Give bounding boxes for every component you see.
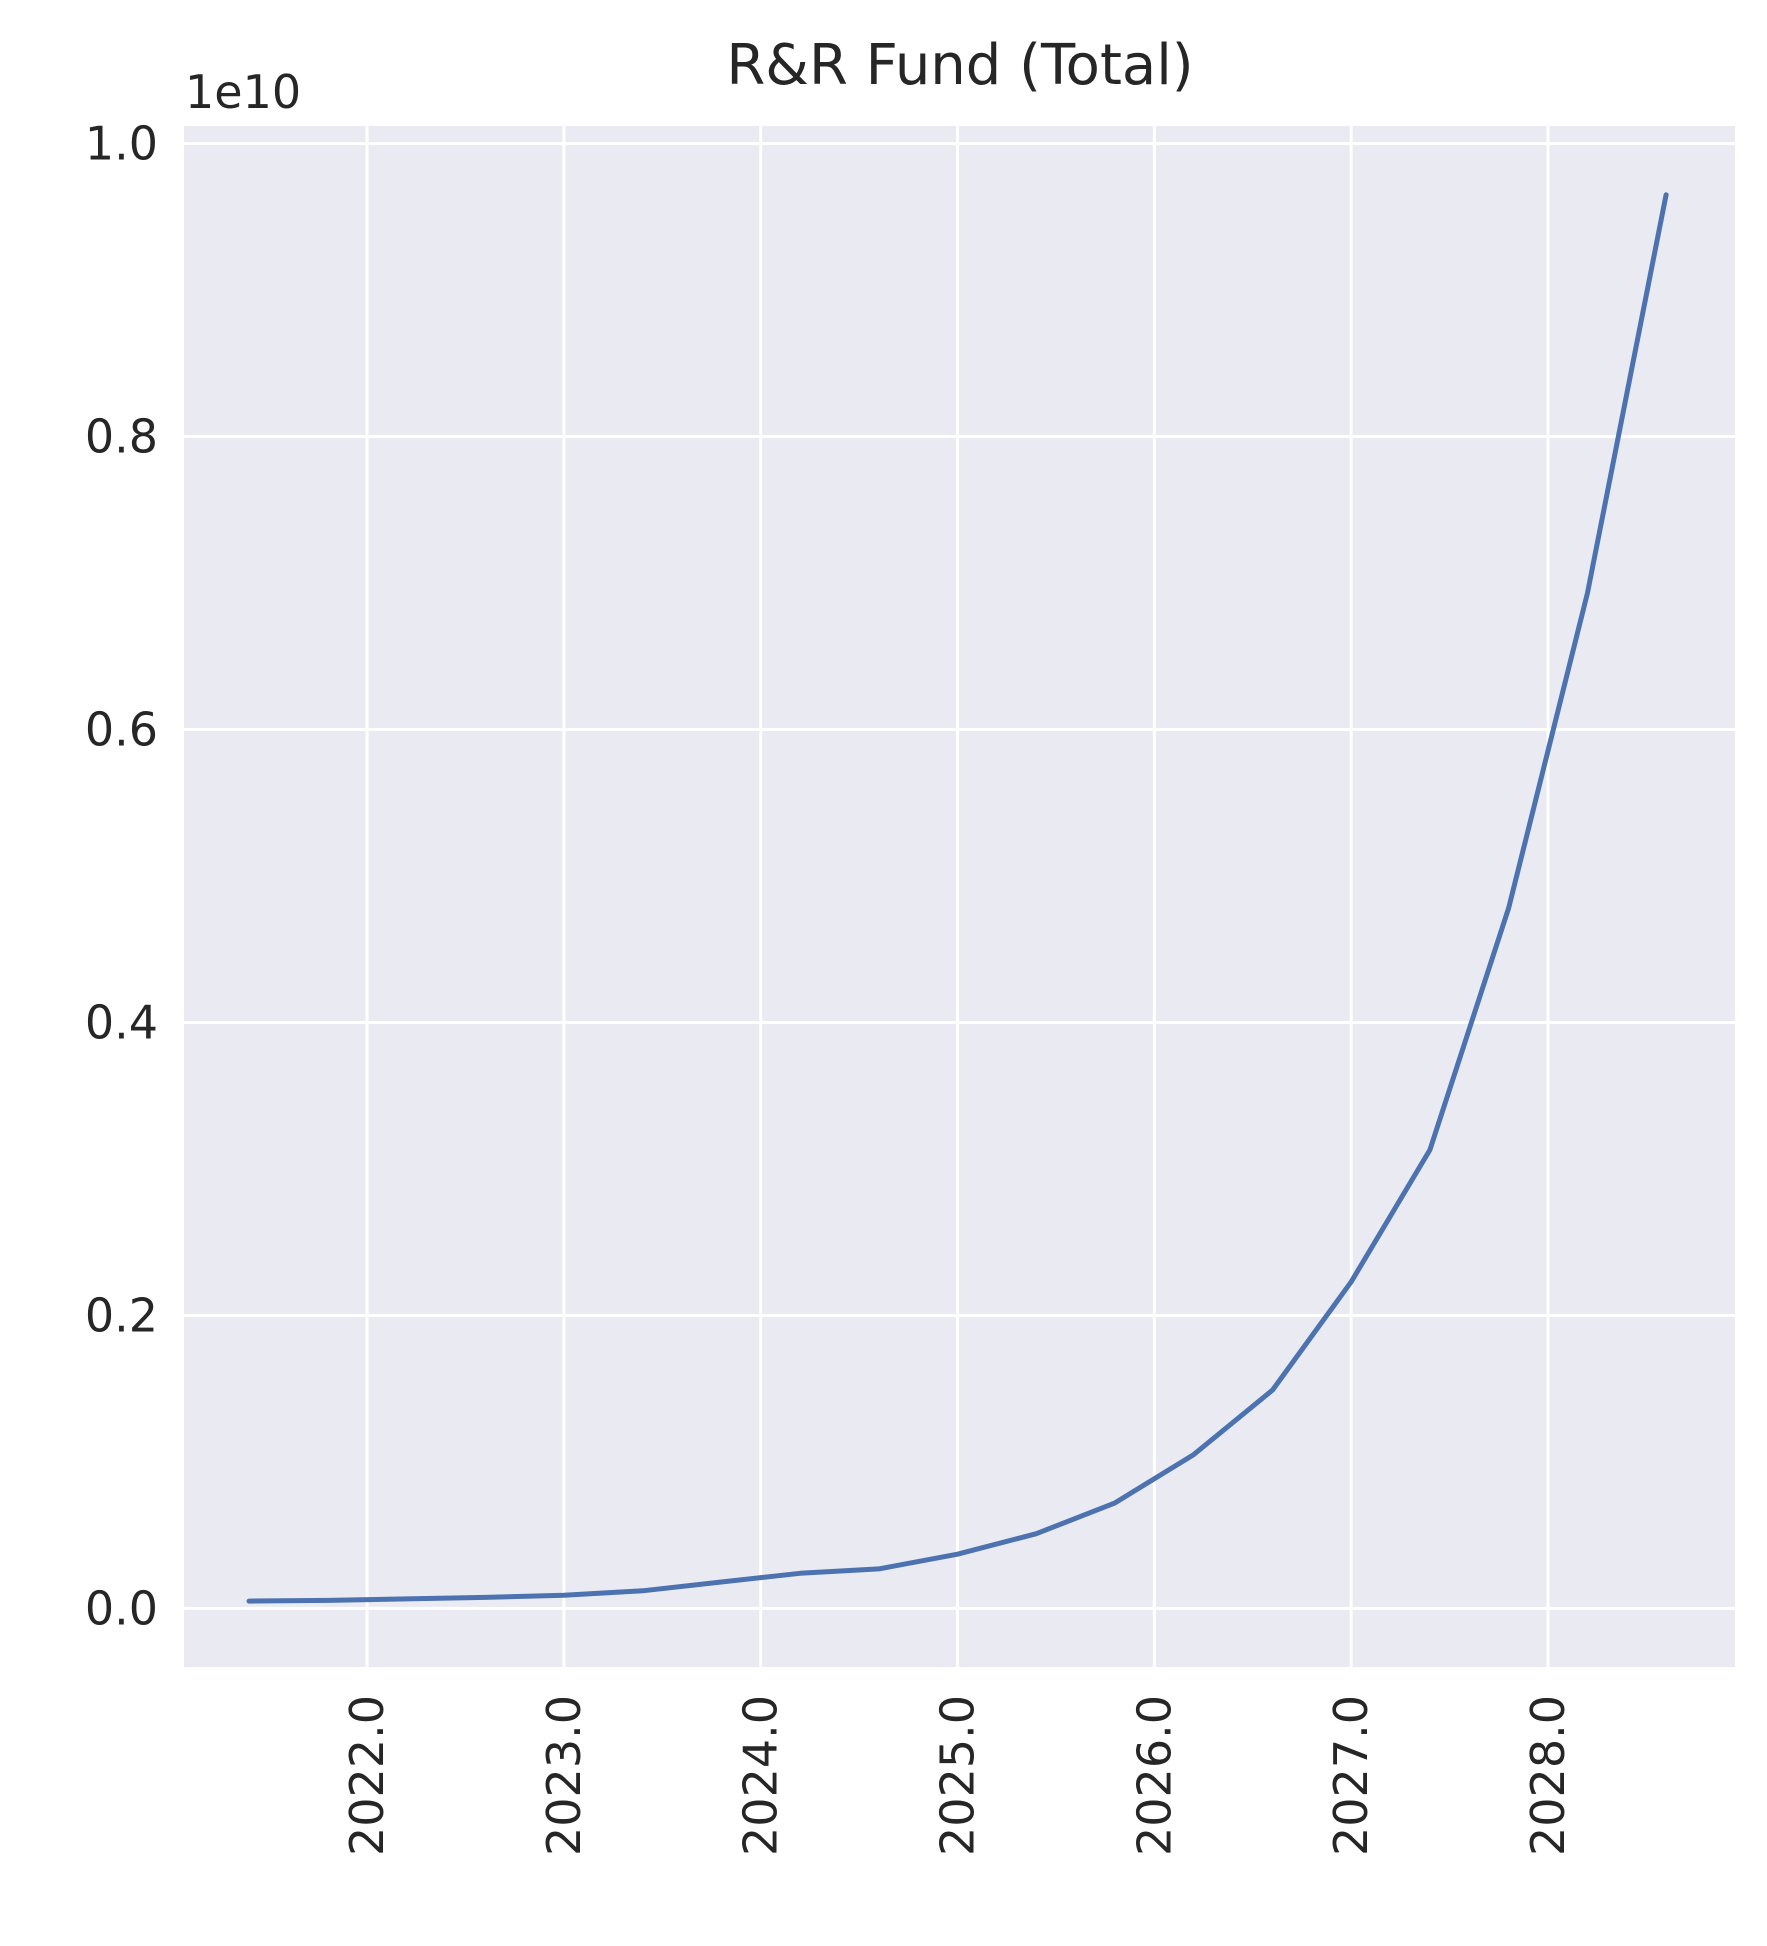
y-tick-label: 0.0 (85, 1581, 158, 1635)
x-tick-label: 2023.0 (537, 1695, 591, 1856)
y-tick-label: 0.6 (85, 703, 158, 757)
plot-background (184, 126, 1735, 1667)
plot-area (184, 126, 1735, 1667)
x-tick-label: 2025.0 (931, 1695, 985, 1856)
y-tick-label: 0.2 (85, 1288, 158, 1342)
x-tick-label: 2028.0 (1521, 1695, 1575, 1856)
y-axis-offset-label: 1e10 (185, 65, 301, 119)
chart-title: R&R Fund (Total) (726, 33, 1193, 98)
x-tick-label: 2026.0 (1127, 1695, 1181, 1856)
x-tick-label: 2024.0 (734, 1695, 788, 1856)
y-tick-label: 1.0 (85, 117, 158, 171)
y-tick-label: 0.8 (85, 410, 158, 464)
y-tick-label: 0.4 (85, 995, 158, 1049)
x-tick-label: 2027.0 (1324, 1695, 1378, 1856)
x-tick-label: 2022.0 (340, 1695, 394, 1856)
